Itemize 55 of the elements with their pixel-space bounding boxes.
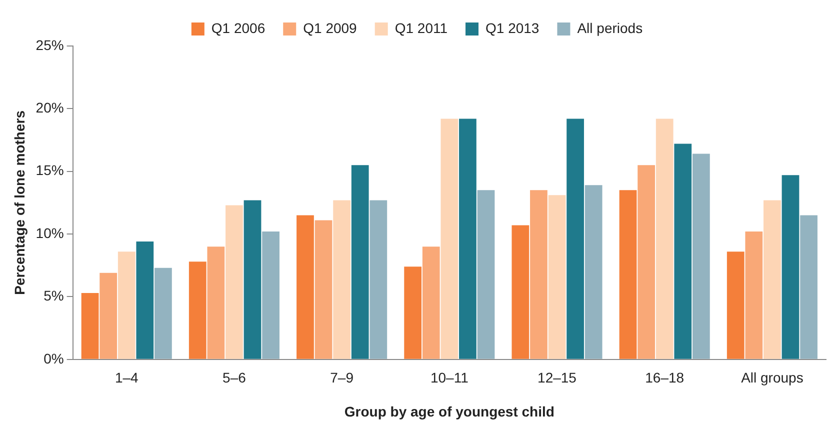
bar <box>351 165 369 359</box>
y-tick-label: 0% <box>44 350 64 366</box>
bar <box>584 185 602 359</box>
bar <box>188 262 206 359</box>
bar <box>459 118 476 359</box>
bar <box>638 165 655 359</box>
y-tick-label: 10% <box>36 224 64 241</box>
bar <box>370 200 388 359</box>
y-tick-label: 15% <box>36 162 64 178</box>
bar <box>422 246 440 359</box>
x-tick-label: 5–6 <box>222 370 246 386</box>
legend-label: Q1 2009 <box>303 20 358 36</box>
bar <box>782 175 800 359</box>
bar <box>262 232 280 359</box>
bar <box>530 190 548 359</box>
bar <box>692 154 710 359</box>
bar <box>207 246 225 359</box>
bar <box>100 272 118 359</box>
bar <box>118 252 136 359</box>
bar <box>764 200 781 359</box>
bar <box>566 118 584 359</box>
x-tick-label: 10–11 <box>430 370 469 386</box>
bar <box>800 215 818 359</box>
bar <box>656 118 674 359</box>
legend-label: Q1 2013 <box>486 20 540 36</box>
x-tick-label: 12–15 <box>538 370 577 386</box>
bar <box>226 205 243 359</box>
bar <box>745 232 763 359</box>
bar <box>314 220 332 359</box>
bar <box>404 266 422 359</box>
legend-label: Q1 2006 <box>211 20 266 36</box>
y-axis-title: Percentage of lone mothers <box>11 110 28 295</box>
bar <box>440 118 458 359</box>
bar <box>136 242 154 359</box>
bar <box>154 268 172 359</box>
bar <box>296 215 314 359</box>
x-tick-label: 1–4 <box>114 370 139 386</box>
bar <box>244 200 262 359</box>
x-tick-label: 7–9 <box>330 370 354 386</box>
y-tick-label: 20% <box>36 100 64 116</box>
legend-label: Q1 2011 <box>394 20 448 36</box>
x-tick-label: All groups <box>741 370 804 386</box>
bar <box>81 292 99 359</box>
bar <box>512 225 530 359</box>
x-tick-label: 16–18 <box>645 370 684 386</box>
bar <box>548 195 566 359</box>
bar <box>477 190 495 359</box>
y-tick-label: 5% <box>44 288 64 304</box>
legend-label: All periods <box>577 20 643 36</box>
x-axis-title: Group by age of youngest child <box>344 403 554 420</box>
y-tick-label: 25% <box>36 36 64 53</box>
bar <box>674 144 692 359</box>
bar <box>619 190 637 359</box>
bar <box>726 252 744 359</box>
bar <box>333 200 350 359</box>
